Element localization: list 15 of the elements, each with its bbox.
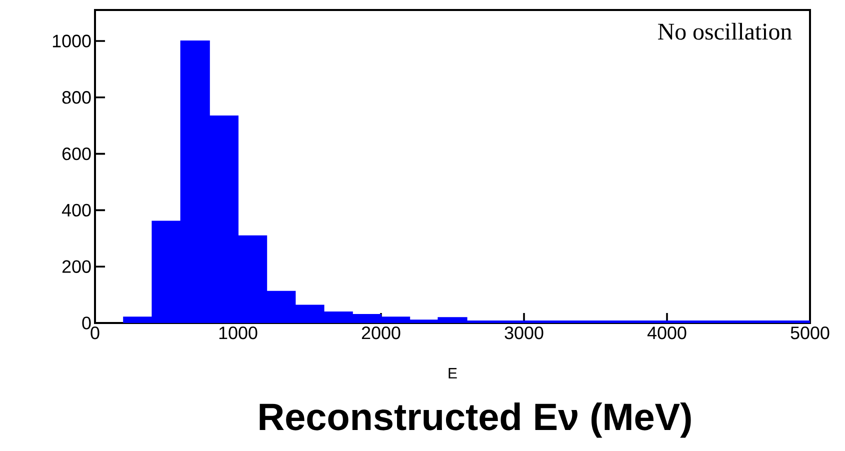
x-tick-label: 2000 (362, 326, 400, 340)
y-tick-label: 400 (62, 204, 91, 217)
x-axis-title: E (448, 368, 457, 378)
x-tick-label: 3000 (504, 326, 544, 340)
annotation: No oscillation (658, 22, 792, 40)
y-tick-label: 0 (82, 316, 91, 330)
x-tick-label: 0 (90, 326, 100, 340)
x-tick-label: 1000 (219, 326, 258, 340)
text: Reconstructed Eν (MeV) (260, 402, 691, 438)
y-tick-label: 1000 (52, 34, 91, 48)
y-tick-label: 200 (62, 260, 91, 273)
y-tick-label: 800 (62, 91, 91, 104)
x-tick-label: 4000 (647, 326, 686, 340)
y-tick-label: 600 (62, 147, 91, 160)
x-tick-label: 5000 (790, 326, 830, 340)
